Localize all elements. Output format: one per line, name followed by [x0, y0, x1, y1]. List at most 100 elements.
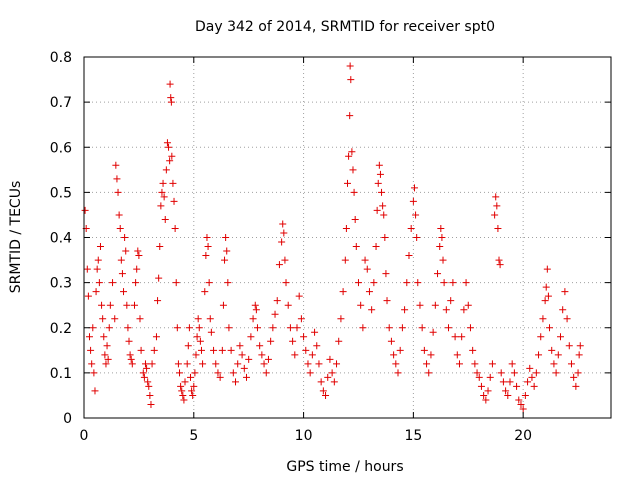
data-point — [249, 315, 257, 323]
data-point — [575, 351, 583, 359]
data-point — [442, 306, 450, 314]
data-point — [330, 378, 338, 386]
data-point — [126, 351, 134, 359]
data-point — [204, 243, 212, 251]
data-point — [170, 197, 178, 205]
data-point — [542, 283, 550, 291]
data-point — [517, 400, 525, 408]
data-point — [121, 234, 129, 241]
data-point — [194, 315, 202, 323]
data-point — [163, 139, 171, 147]
data-point — [304, 360, 312, 368]
data-point — [115, 211, 123, 219]
data-point — [535, 351, 543, 359]
data-point — [396, 346, 404, 354]
data-point — [437, 224, 445, 232]
data-point — [455, 360, 463, 368]
data-point — [324, 373, 332, 381]
data-points — [81, 62, 584, 413]
data-point — [169, 179, 177, 187]
data-point — [425, 369, 433, 377]
data-point — [128, 360, 136, 368]
data-point — [176, 369, 184, 377]
y-tick-label: 0.1 — [50, 366, 72, 382]
data-point — [434, 270, 442, 278]
data-point — [333, 360, 341, 368]
data-point — [207, 328, 215, 336]
data-point — [342, 224, 350, 232]
data-point — [269, 324, 277, 332]
data-point — [504, 391, 512, 399]
data-point — [99, 315, 107, 323]
data-point — [210, 346, 218, 354]
data-point — [280, 229, 288, 237]
data-point — [157, 202, 165, 210]
x-tick-labels: 0 5 10 15 20 — [80, 428, 533, 444]
data-point — [219, 301, 227, 309]
data-point — [197, 346, 205, 354]
data-point — [361, 256, 369, 264]
data-point — [484, 387, 492, 395]
data-point — [140, 373, 148, 381]
data-point — [413, 234, 421, 241]
data-point — [492, 193, 500, 201]
data-point — [409, 197, 417, 205]
data-point — [189, 391, 197, 399]
data-point — [271, 310, 279, 318]
data-point — [171, 224, 179, 232]
data-point — [214, 369, 222, 377]
data-point — [418, 324, 426, 332]
data-point — [199, 360, 207, 368]
data-point — [499, 378, 507, 386]
data-point — [372, 243, 380, 251]
data-point — [412, 211, 420, 219]
data-point — [337, 315, 345, 323]
data-point — [491, 211, 499, 219]
data-point — [398, 324, 406, 332]
x-tick-label: 10 — [295, 428, 313, 444]
data-point — [289, 337, 297, 345]
data-point — [429, 328, 437, 336]
data-point — [357, 301, 365, 309]
data-point — [256, 342, 264, 350]
y-tick-labels: 0 0.1 0.2 0.3 0.4 0.5 0.6 0.7 0.8 — [50, 50, 72, 427]
data-point — [222, 234, 230, 241]
data-point — [345, 152, 353, 160]
plot-frame — [83, 56, 612, 419]
data-point — [112, 161, 120, 169]
data-point — [381, 234, 389, 241]
data-point — [293, 324, 301, 332]
data-point — [559, 306, 567, 314]
data-point — [302, 346, 310, 354]
data-point — [229, 369, 237, 377]
data-point — [486, 373, 494, 381]
data-point — [495, 256, 503, 264]
data-point — [295, 292, 303, 300]
data-point — [286, 324, 294, 332]
data-point — [379, 202, 387, 210]
data-point — [416, 301, 424, 309]
data-point — [565, 342, 573, 350]
x-tick-label: 5 — [189, 428, 198, 444]
data-point — [278, 238, 286, 246]
data-point — [464, 301, 472, 309]
y-tick-label: 0 — [63, 411, 72, 427]
data-point — [103, 342, 111, 350]
data-point — [376, 170, 384, 178]
data-point — [473, 369, 481, 377]
data-point — [567, 360, 575, 368]
data-point — [488, 360, 496, 368]
data-point — [88, 360, 96, 368]
data-point — [482, 396, 490, 404]
data-point — [273, 297, 281, 305]
data-point — [297, 315, 305, 323]
data-point — [95, 279, 103, 287]
data-point — [102, 360, 110, 368]
data-point — [311, 328, 319, 336]
data-point — [438, 234, 446, 241]
data-point — [317, 378, 325, 386]
data-point — [368, 306, 376, 314]
data-point — [206, 315, 214, 323]
data-point — [186, 373, 194, 381]
data-point — [359, 324, 367, 332]
